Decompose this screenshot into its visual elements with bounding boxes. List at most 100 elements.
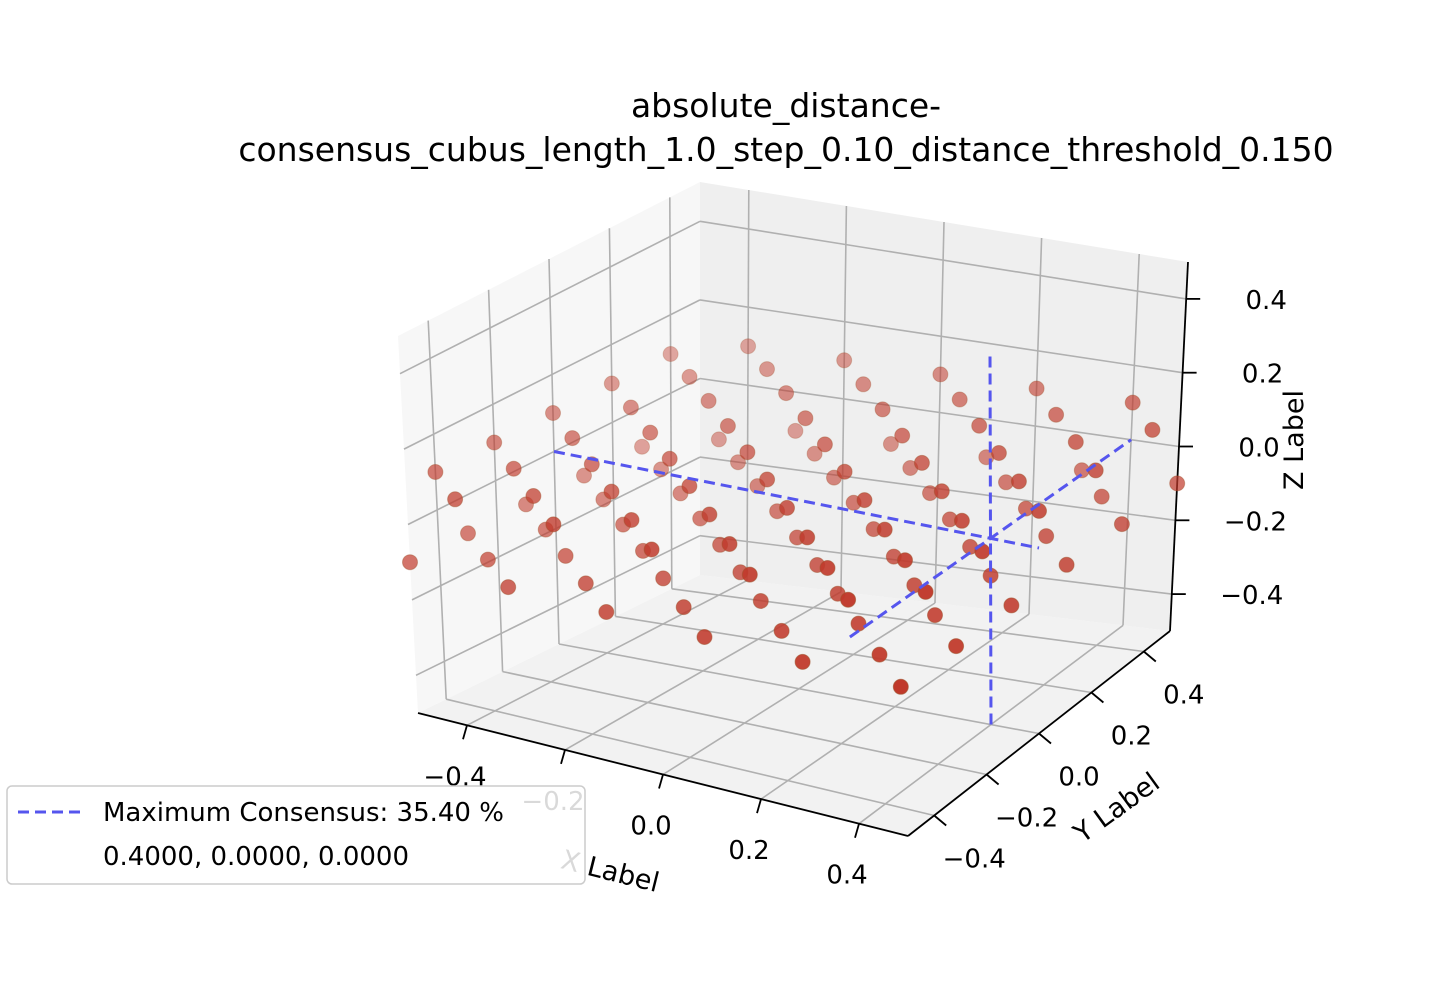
gridline-y-floor (615, 615, 1092, 694)
y-tick-label: −0.4 (943, 845, 1006, 875)
max-line-x (553, 450, 1040, 550)
y-tick-mark (1090, 691, 1104, 704)
scatter-point (927, 607, 943, 624)
y-tick-label: 0.2 (1111, 722, 1152, 752)
scatter-point (623, 512, 640, 528)
gridline-z-leftwall (399, 220, 701, 375)
scatter-point (427, 464, 444, 480)
scatter-point (850, 615, 867, 632)
axis-panes (398, 182, 1188, 836)
legend-entry-coords: 0.4000, 0.0000, 0.0000 (103, 842, 409, 872)
gridline-z-leftwall (403, 299, 701, 450)
gridline-y-floor (671, 588, 1144, 653)
scatter-point (759, 471, 776, 488)
x-tick-mark (560, 749, 566, 765)
scatter-point (700, 392, 717, 409)
scatter-point (525, 488, 542, 504)
scatter-point (643, 541, 660, 558)
scatter-point (598, 604, 615, 620)
max-line-z (988, 352, 993, 725)
scatter-point (576, 467, 592, 484)
chart-title-line-1: absolute_distance- (631, 86, 941, 125)
scatter-point (634, 438, 650, 455)
x-tick-mark (462, 725, 468, 740)
y-tick-mark (1038, 732, 1052, 745)
x-tick-label: 0.4 (826, 861, 867, 891)
scatter-point (894, 427, 911, 444)
chart-title: absolute_distance- consensus_cubus_lengt… (238, 86, 1333, 169)
gridlines (399, 189, 1187, 825)
scatter-point (603, 375, 620, 392)
scatter-point (505, 460, 522, 477)
scatter-point (874, 401, 891, 418)
scatter-point (402, 554, 418, 571)
scatter-point (1028, 380, 1045, 397)
x-tick-mark (658, 774, 664, 789)
max-line-y (849, 438, 1132, 639)
scatter-point (486, 434, 503, 451)
gridline-z-backwall (699, 220, 1187, 300)
z-axis-label: Z Label (1279, 390, 1310, 490)
scatter-point (1010, 473, 1027, 490)
scatter-point (710, 431, 727, 448)
y-tick-mark (986, 773, 1000, 786)
scatter-point (740, 338, 757, 355)
back-wall-pane (700, 182, 1188, 631)
scatter-point (447, 491, 464, 508)
scatter-point (1144, 421, 1161, 438)
gridline-x-backwall (1028, 237, 1043, 615)
scatter-point (500, 579, 517, 596)
scatter-point (1048, 406, 1065, 423)
z-tick-label: −0.2 (1224, 507, 1287, 537)
scatter-point (1124, 394, 1141, 411)
scatter-point (787, 422, 804, 439)
scatter-point (545, 405, 561, 421)
scatter-point (675, 599, 692, 616)
x-tick-mark (854, 823, 860, 838)
scatter-point (460, 525, 476, 542)
scatter-point (739, 444, 756, 461)
z-tick-label: 0.2 (1242, 360, 1283, 390)
scatter-point (836, 352, 853, 369)
scatter-point (840, 591, 857, 608)
scatter-point (816, 436, 833, 453)
scatter-point (1003, 597, 1020, 614)
scatter-point (806, 445, 823, 462)
scatter-point (577, 575, 594, 592)
axis-lines (417, 261, 1201, 838)
scatter-point (892, 678, 909, 695)
scatter-point (701, 506, 718, 523)
scatter-point (856, 492, 873, 509)
legend: Maximum Consensus: 35.40 % 0.4000, 0.000… (6, 785, 586, 885)
scatter-point (479, 551, 496, 568)
scatter-point (557, 547, 574, 564)
scatter-point (794, 653, 811, 670)
scatter-point (871, 646, 888, 663)
legend-box (6, 785, 586, 885)
scatter-point (545, 516, 562, 533)
scatter-point (990, 445, 1007, 461)
scatter-point (730, 454, 746, 471)
scatter-point (661, 450, 678, 467)
scatter-point (779, 499, 795, 516)
scatter-point (773, 622, 790, 639)
scatter-point (933, 483, 950, 500)
scatter-point (951, 391, 968, 408)
gridline-z-backwall (699, 299, 1183, 374)
legend-entry-label: Maximum Consensus: 35.40 % (103, 798, 504, 828)
y-tick-label: 0.0 (1058, 763, 1099, 793)
floor-pane (418, 575, 1170, 836)
scatter-point (662, 346, 679, 362)
scatter-point (603, 483, 620, 500)
gridline-x-floor (858, 624, 1124, 825)
scatter-point (1067, 434, 1084, 450)
scatter-point (932, 366, 949, 383)
scatter-point (759, 361, 775, 378)
scatter-point (1038, 528, 1055, 545)
scatter-point (1113, 516, 1130, 533)
x-tick-label: 0.0 (630, 812, 671, 842)
chart-title-line-2: consensus_cubus_length_1.0_step_0.10_dis… (238, 130, 1333, 169)
scatter-point (971, 417, 988, 434)
scatter-point (564, 430, 581, 447)
z-tick-label: 0.0 (1238, 434, 1279, 464)
